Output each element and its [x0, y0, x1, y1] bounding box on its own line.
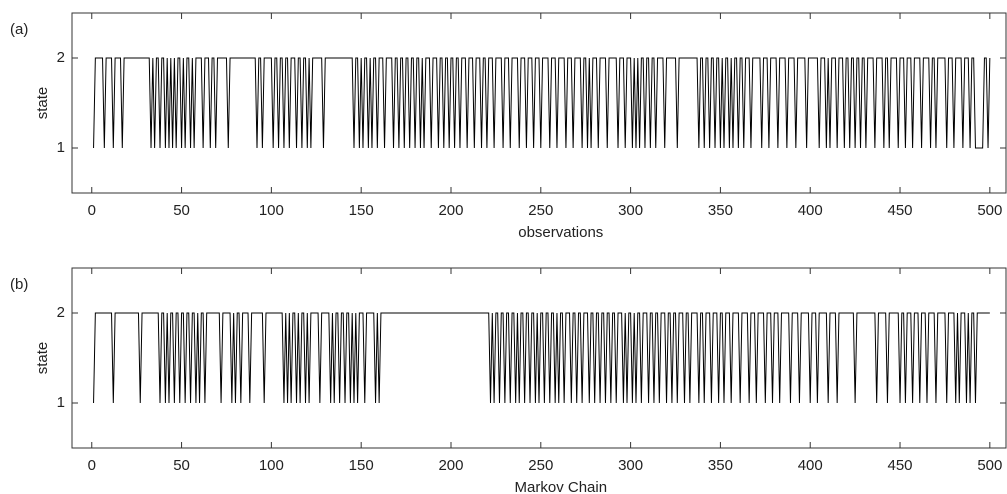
state-line: [93, 312, 990, 404]
x-tick-label: 500: [977, 457, 1002, 474]
x-tick-label: 400: [798, 202, 823, 219]
x-tick-label: 300: [618, 202, 643, 219]
x-tick-label: 300: [618, 457, 643, 474]
x-tick-label: 400: [798, 457, 823, 474]
x-tick-label: 500: [977, 202, 1002, 219]
x-tick-label: 350: [708, 457, 733, 474]
x-tick-label: 150: [349, 457, 374, 474]
x-axis-label: observations: [518, 224, 603, 241]
y-axis-label: state: [34, 87, 51, 120]
x-tick-label: 200: [438, 457, 463, 474]
x-tick-label: 450: [888, 457, 913, 474]
x-tick-label: 100: [259, 202, 284, 219]
state-line: [93, 57, 991, 149]
y-tick-label: 1: [57, 139, 65, 156]
x-tick-label: 250: [528, 202, 553, 219]
axes-frame: [71, 267, 1007, 449]
y-tick-label: 1: [57, 394, 65, 411]
x-axis-label: Markov Chain: [515, 479, 608, 494]
x-tick-label: 0: [88, 457, 96, 474]
x-tick-label: 50: [173, 202, 190, 219]
y-axis-label: state: [34, 342, 51, 375]
x-tick-label: 50: [173, 457, 190, 474]
x-tick-label: 100: [259, 457, 284, 474]
x-tick-label: 250: [528, 457, 553, 474]
x-tick-label: 0: [88, 202, 96, 219]
panel-label: (b): [10, 276, 28, 293]
x-tick-label: 450: [888, 202, 913, 219]
y-tick-label: 2: [57, 304, 65, 321]
axes-frame: [71, 12, 1007, 194]
x-tick-label: 200: [438, 202, 463, 219]
panel-label: (a): [10, 21, 28, 38]
y-tick-label: 2: [57, 49, 65, 66]
x-tick-label: 350: [708, 202, 733, 219]
x-tick-label: 150: [349, 202, 374, 219]
